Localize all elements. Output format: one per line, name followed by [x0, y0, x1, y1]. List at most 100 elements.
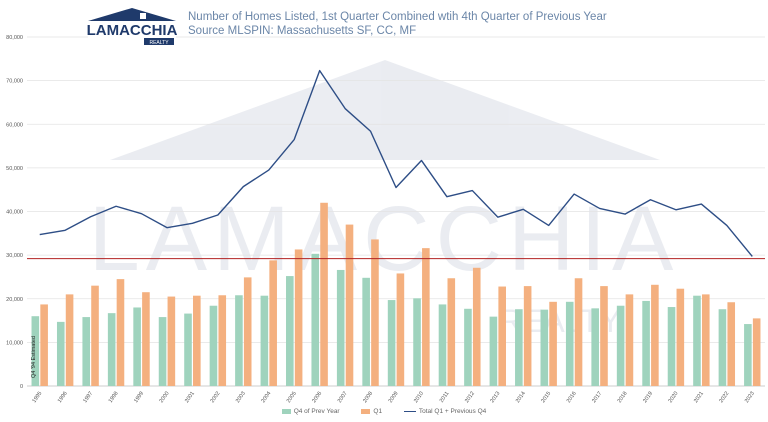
watermark-text: LAMACCHIA — [89, 188, 680, 290]
y-tick-label: 30,000 — [6, 253, 23, 259]
logo-sub: REALTY — [149, 40, 169, 46]
x-tick-label: 2010 — [413, 391, 425, 404]
estimated-note: Q4 '94 Estimated — [31, 335, 37, 378]
legend-label-q4: Q4 of Prev Year — [293, 408, 340, 415]
bar-q1 — [193, 295, 201, 386]
bar-q1 — [142, 292, 150, 386]
bar-q1 — [269, 260, 277, 386]
bar-q1 — [498, 286, 506, 386]
bar-q1 — [727, 302, 736, 386]
bar-q1 — [65, 294, 74, 386]
x-tick-label: 2008 — [362, 391, 374, 404]
bar-q4 — [744, 324, 752, 386]
bar-q1 — [651, 284, 659, 386]
bar-q1 — [752, 318, 761, 386]
x-tick-label: 2001 — [184, 391, 196, 404]
bar-q1 — [116, 279, 125, 386]
y-tick-label: 40,000 — [6, 210, 23, 216]
bar-q4 — [82, 317, 91, 386]
bar-q4 — [336, 269, 345, 386]
logo-brand: LAMACCHIA — [87, 22, 178, 39]
x-tick-label: 2011 — [439, 391, 451, 404]
bar-q1 — [625, 294, 634, 386]
bar-q4 — [464, 308, 472, 386]
x-tick-label: 2014 — [515, 391, 527, 404]
bar-q4 — [667, 307, 676, 386]
bar-q1 — [472, 267, 481, 386]
y-axis: 0 10,000 20,000 30,000 40,000 50,000 60,000 70,… — [6, 35, 23, 390]
y-tick-label: 10,000 — [6, 340, 23, 346]
x-tick-label: 2002 — [210, 391, 222, 404]
bar-q4 — [438, 304, 447, 386]
bar-q4 — [107, 313, 116, 386]
bar-q4 — [260, 295, 269, 386]
x-tick-label: 1999 — [133, 391, 145, 404]
x-tick-label: 2016 — [566, 391, 578, 404]
legend-swatch-q4 — [281, 408, 291, 414]
x-tick-label: 2006 — [311, 391, 323, 404]
y-tick-label: 20,000 — [6, 297, 23, 303]
bar-q1 — [549, 301, 557, 386]
bar-q4 — [489, 316, 498, 386]
bar-q4 — [693, 295, 701, 386]
company-logo: LAMACCHIA REALTY — [87, 8, 178, 46]
bar-q4 — [591, 308, 599, 386]
bar-q1 — [523, 286, 532, 386]
legend-label-total: Total Q1 + Previous Q4 — [418, 408, 487, 415]
legend-item-q4: Q4 of Prev Year — [281, 408, 340, 415]
bar-q1 — [91, 285, 99, 386]
x-tick-label: 2020 — [668, 391, 680, 404]
bar-q1 — [396, 273, 405, 386]
chart-source: Source MLSPIN: Massachusetts SF, CC, MF — [188, 25, 417, 37]
x-tick-label: 2013 — [489, 391, 501, 404]
y-tick-label: 0 — [20, 384, 23, 390]
bar-q1 — [294, 249, 303, 386]
bars-layer — [31, 202, 761, 386]
x-axis: 1995 1996 1997 1998 1999 2000 2001 2002 2003 2004… — [31, 391, 755, 404]
bar-q1 — [167, 296, 176, 386]
bar-q4 — [184, 313, 192, 386]
x-tick-label: 1995 — [31, 391, 43, 404]
bar-q1 — [371, 239, 379, 386]
lines-layer — [27, 69, 765, 260]
x-tick-label: 2015 — [540, 391, 552, 404]
chart-header: Number of Homes Listed, 1st Quarter Comb… — [188, 10, 607, 38]
x-tick-label: 2005 — [286, 391, 298, 404]
bar-q4 — [56, 321, 65, 386]
bar-q1 — [243, 277, 252, 386]
x-tick-label: 1998 — [108, 391, 120, 404]
bar-q4 — [311, 253, 320, 386]
legend-item-total: Total Q1 + Previous Q4 — [403, 408, 487, 415]
x-tick-label: 2000 — [159, 391, 171, 404]
bar-q4 — [286, 276, 294, 386]
y-tick-label: 70,000 — [6, 79, 23, 85]
legend-item-q1: Q1 — [361, 408, 382, 415]
x-tick-label: 2018 — [617, 391, 629, 404]
bar-q1 — [320, 202, 328, 386]
bar-q1 — [447, 278, 456, 386]
bar-q1 — [218, 295, 227, 386]
bar-q4 — [616, 305, 625, 386]
x-tick-label: 2007 — [337, 391, 349, 404]
x-tick-label: 1997 — [82, 391, 94, 404]
x-tick-label: 2021 — [693, 391, 705, 404]
bar-q4 — [235, 295, 243, 386]
x-tick-label: 2012 — [464, 391, 476, 404]
legend-label-q1: Q1 — [373, 408, 383, 415]
total-line — [39, 69, 753, 257]
bar-q4 — [387, 300, 396, 386]
x-tick-label: 2017 — [591, 391, 603, 404]
x-tick-label: 2023 — [744, 391, 756, 404]
bar-q1 — [676, 288, 685, 386]
bar-q4 — [515, 309, 523, 386]
bar-q4 — [362, 277, 370, 386]
bar-q1 — [422, 248, 430, 386]
x-tick-label: 2022 — [719, 391, 731, 404]
legend-swatch-total — [403, 410, 416, 412]
bar-q4 — [540, 309, 549, 386]
y-tick-label: 60,000 — [6, 122, 23, 128]
bar-q1 — [600, 286, 608, 386]
y-tick-label: 80,000 — [6, 35, 23, 41]
y-tick-label: 50,000 — [6, 166, 23, 172]
x-tick-label: 2003 — [235, 391, 247, 404]
